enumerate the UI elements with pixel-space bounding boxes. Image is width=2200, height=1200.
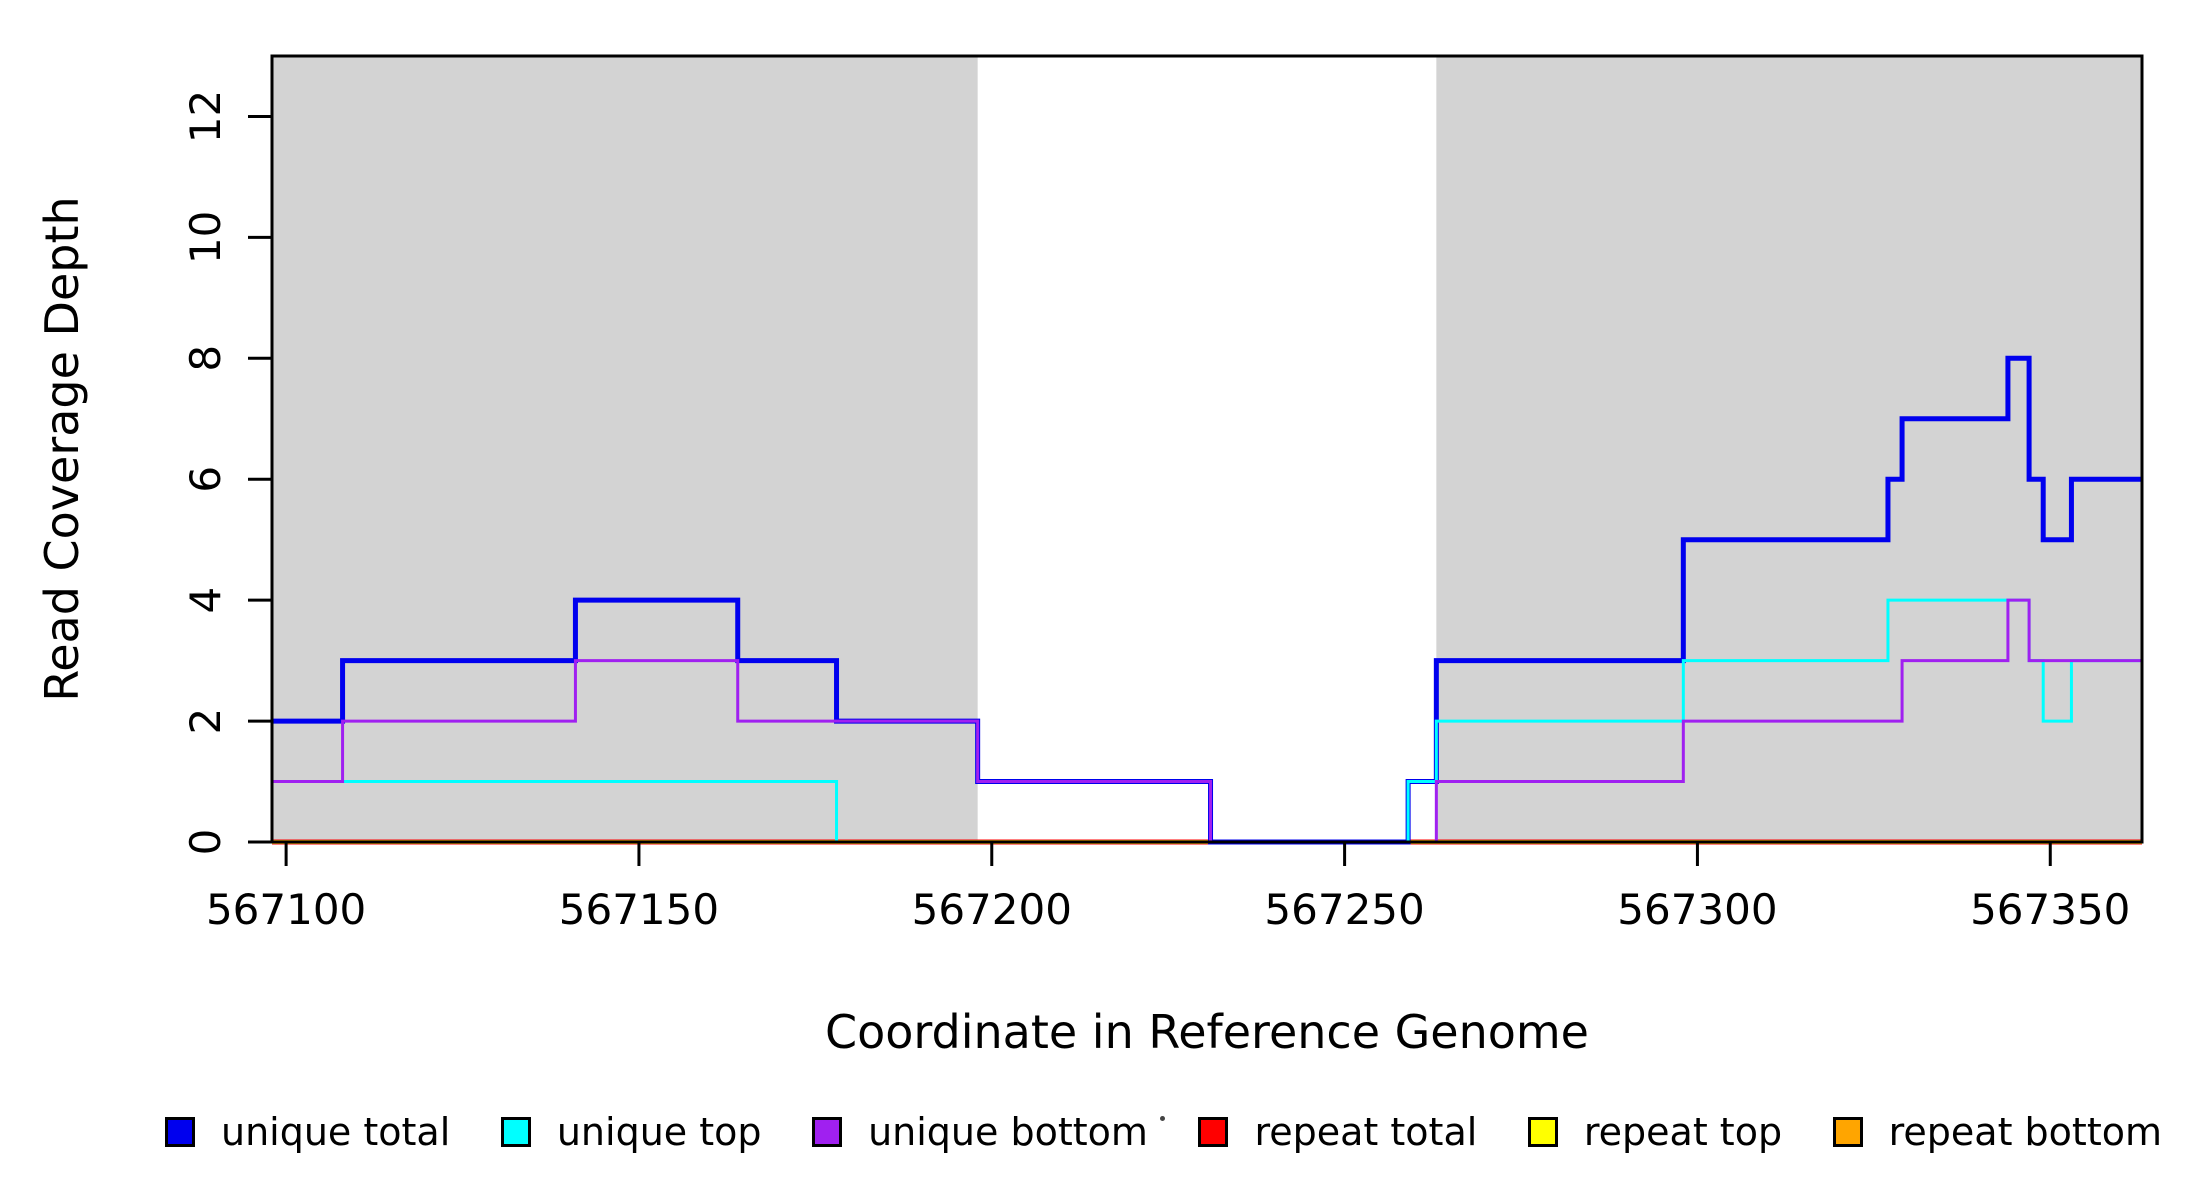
stray-dot-artifact	[1160, 1116, 1165, 1121]
legend-label-repeat-top: repeat top	[1583, 1110, 1783, 1154]
legend-entry-repeat-bottom: repeat bottom	[1832, 1110, 2162, 1154]
shaded-regions-layer	[272, 56, 2142, 842]
legend-entry-repeat-top: repeat top	[1527, 1110, 1783, 1154]
y-tick-label: 12	[181, 90, 230, 143]
legend-label-repeat-total: repeat total	[1254, 1110, 1478, 1154]
x-tick-label: 567350	[1970, 885, 2130, 934]
legend-swatch-unique-top	[500, 1117, 531, 1147]
legend-swatch-repeat-top	[1527, 1117, 1558, 1147]
y-tick-label: 0	[181, 829, 230, 856]
y-tick-label: 6	[181, 466, 230, 493]
legend-swatch-unique-bottom	[812, 1117, 843, 1147]
x-tick-label: 567150	[559, 885, 719, 934]
shaded-region-2	[1436, 56, 2142, 842]
plot-border	[270, 54, 2144, 844]
shaded-region-1	[272, 56, 978, 842]
axes-layer: 567100 567150 567200 567250 567300 567350 0 2 4 6…	[181, 54, 2144, 934]
legend-swatch-unique-total	[165, 1117, 195, 1147]
legend-entry-repeat-total: repeat total	[1198, 1113, 1477, 1151]
x-tick-label: 567100	[206, 885, 366, 934]
legend-swatch-repeat-total	[1198, 1117, 1229, 1147]
x-axis-title: Coordinate in Reference Genome	[825, 1005, 1589, 1059]
y-tick-label: 4	[181, 587, 230, 614]
x-tick-label: 567200	[912, 885, 1072, 934]
legend-entry-unique-top: unique top	[500, 1110, 762, 1154]
legend-entry-unique-bottom: unique bottom	[812, 1113, 1148, 1151]
legend: unique total unique top unique bottom repea…	[165, 1102, 2162, 1162]
legend-label-repeat-bottom: repeat bottom	[1888, 1110, 2162, 1154]
legend-swatch-repeat-bottom	[1832, 1117, 1863, 1147]
y-tick-label: 10	[181, 211, 230, 264]
x-tick-label: 567250	[1264, 885, 1424, 934]
legend-entry-unique-total: unique total	[165, 1113, 450, 1151]
y-axis-title: Read Coverage Depth	[35, 196, 89, 701]
legend-label-unique-total: unique total	[221, 1110, 451, 1154]
legend-label-unique-bottom: unique bottom	[868, 1110, 1148, 1154]
legend-label-unique-top: unique top	[556, 1110, 762, 1154]
x-tick-label: 567300	[1617, 885, 1777, 934]
y-tick-label: 8	[181, 345, 230, 372]
y-tick-label: 2	[181, 708, 230, 735]
